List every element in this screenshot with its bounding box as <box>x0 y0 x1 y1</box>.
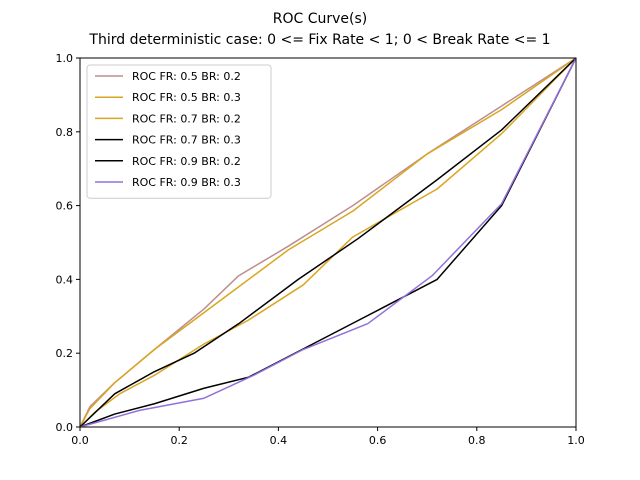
legend-label: ROC FR: 0.7 BR: 0.2 <box>132 112 241 125</box>
legend-label: ROC FR: 0.5 BR: 0.2 <box>132 70 241 83</box>
legend-label: ROC FR: 0.9 BR: 0.3 <box>132 176 241 189</box>
axes-layer: 0.0 0.2 0.4 0.6 0.8 1.0 0.0 0.2 0.4 0.6 0.8 1.0 <box>56 52 585 447</box>
y-tick-label: 0.0 <box>56 421 74 434</box>
chart-subtitle: Third deterministic case: 0 <= Fix Rate … <box>88 32 550 48</box>
series-line-6 <box>79 57 577 428</box>
y-tick-label: 0.2 <box>56 347 74 360</box>
legend-box <box>86 64 272 199</box>
x-tick-label: 0.2 <box>170 434 188 447</box>
series-line-2 <box>79 57 577 428</box>
chart-title: ROC Curve(s) <box>273 11 368 27</box>
series-line-4 <box>79 57 577 428</box>
legend: ROC FR: 0.5 BR: 0.2 ROC FR: 0.5 BR: 0.3 RO… <box>86 64 272 199</box>
x-tick-label: 1.0 <box>567 434 585 447</box>
x-tick-label: 0.0 <box>71 434 89 447</box>
legend-label: ROC FR: 0.9 BR: 0.2 <box>132 155 241 168</box>
axes-frame <box>79 57 577 428</box>
y-tick-label: 1.0 <box>56 52 74 65</box>
y-tick-label: 0.4 <box>56 273 74 286</box>
series-layer <box>79 57 577 428</box>
series-line-3 <box>79 57 577 428</box>
y-tick-label: 0.8 <box>56 126 74 139</box>
legend-label: ROC FR: 0.5 BR: 0.3 <box>132 91 241 104</box>
x-tick-label: 0.6 <box>369 434 387 447</box>
legend-label: ROC FR: 0.7 BR: 0.3 <box>132 134 241 147</box>
x-tick-label: 0.4 <box>270 434 288 447</box>
x-tick-label: 0.8 <box>468 434 486 447</box>
y-tick-label: 0.6 <box>56 200 74 213</box>
